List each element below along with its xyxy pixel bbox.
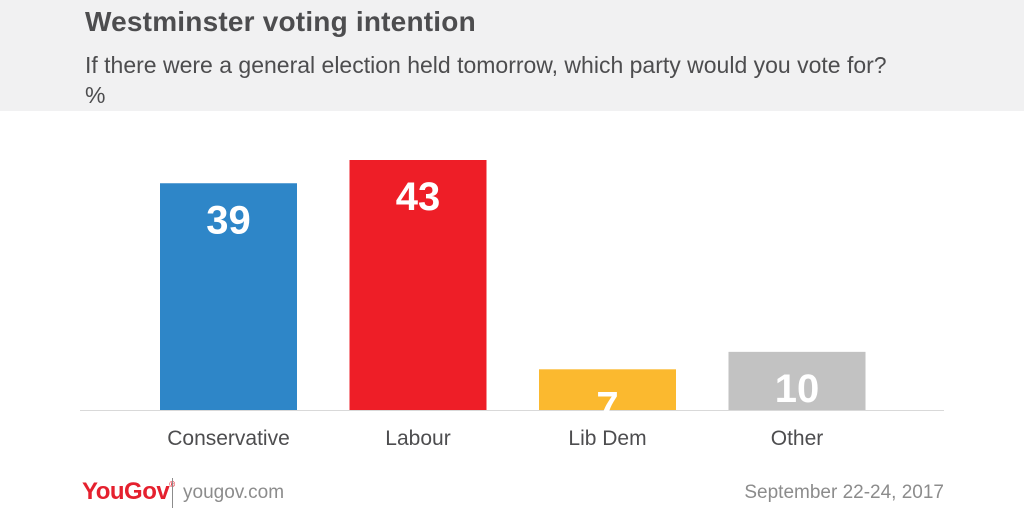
chart-title: Westminster voting intention — [85, 6, 476, 37]
chart-header: Westminster voting intention If there we… — [0, 0, 1024, 111]
data-label-labour: 43 — [396, 175, 441, 219]
yougov-logo: YouGov® — [82, 478, 175, 506]
category-label-other: Other — [771, 427, 824, 450]
category-label-labour: Labour — [385, 427, 450, 450]
bar-conservative — [160, 183, 297, 410]
data-label-conservative: 39 — [206, 198, 251, 242]
bar-labour — [349, 160, 487, 410]
bar-lib-dem — [539, 369, 676, 410]
category-label-lib-dem: Lib Dem — [568, 427, 646, 450]
chart-subtitle: If there were a general election held to… — [85, 52, 887, 108]
bar-other — [728, 351, 866, 410]
footer-divider — [172, 478, 173, 508]
footer-website[interactable]: yougov.com — [183, 482, 285, 503]
footer-date: September 22-24, 2017 — [744, 482, 944, 503]
data-label-other: 10 — [775, 367, 820, 411]
category-label-conservative: Conservative — [167, 427, 290, 450]
data-label-lib-dem: 7 — [596, 384, 618, 428]
brand-name: YouGov — [82, 478, 170, 505]
